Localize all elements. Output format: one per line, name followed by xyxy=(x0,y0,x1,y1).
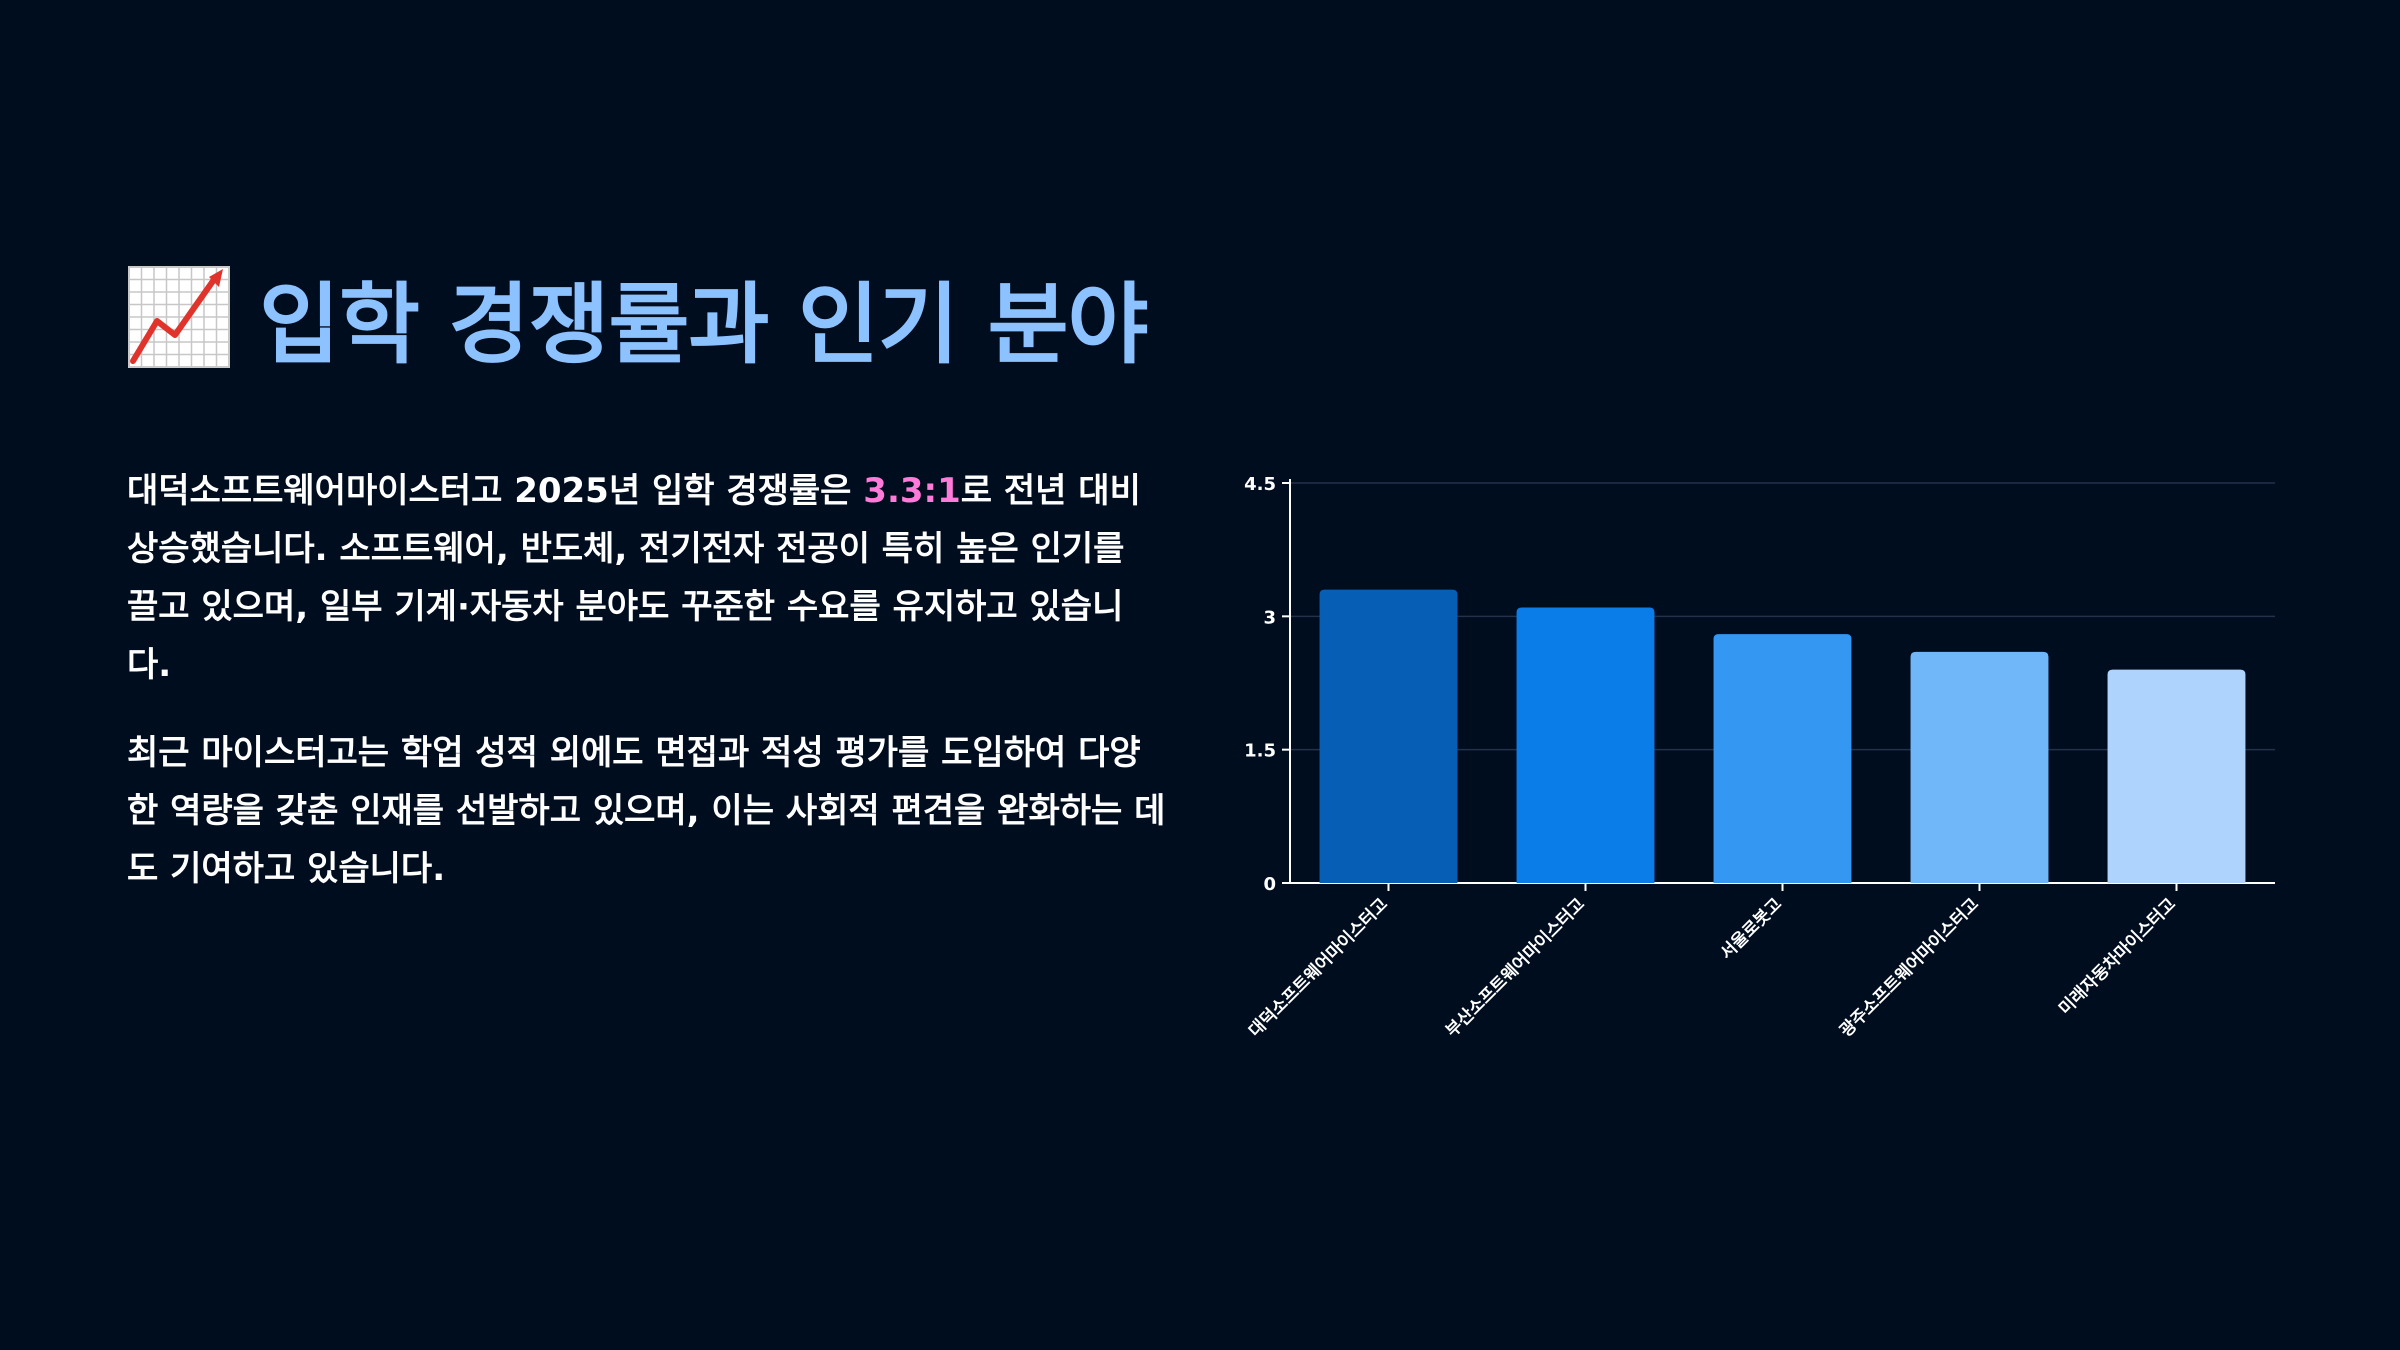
bar xyxy=(1319,589,1458,883)
bar xyxy=(1516,607,1655,883)
y-tick-label: 0 xyxy=(1263,874,1276,895)
competition-ratio-highlight: 3.3:1 xyxy=(863,471,961,511)
x-tick-label: 부산소프트웨어마이스터고 xyxy=(1442,894,1589,1041)
x-tick-label: 미래자동차마이스터고 xyxy=(2055,894,2180,1019)
bar-chart: 0 1.5 3 4.5 대덕소프트웨어마이스터고 부산소프트웨어마이스터고 서울로봇고 광주소… xyxy=(1244,474,2275,1041)
paragraph-1-after: 로 전년 대비 상승했습니다. 소프트웨어, 반도체, 전기전자 전공이 특히 … xyxy=(127,471,1141,685)
y-tick-label: 4.5 xyxy=(1244,474,1276,495)
x-tick-label: 서울로봇고 xyxy=(1717,894,1787,964)
x-tick-label: 광주소프트웨어마이스터고 xyxy=(1836,894,1983,1041)
y-tick-label: 1.5 xyxy=(1244,741,1276,762)
bar xyxy=(1910,651,2049,883)
body-text: 대덕소프트웨어마이스터고 2025년 입학 경쟁률은 3.3:1로 전년 대비 … xyxy=(127,462,1167,928)
paragraph-1: 대덕소프트웨어마이스터고 2025년 입학 경쟁률은 3.3:1로 전년 대비 … xyxy=(127,462,1167,694)
page-title: 입학 경쟁률과 인기 분야 xyxy=(259,272,1149,376)
x-tick-label: 대덕소프트웨어마이스터고 xyxy=(1245,894,1392,1041)
paragraph-2: 최근 마이스터고는 학업 성적 외에도 면접과 적성 평가를 도입하여 다양한 … xyxy=(127,733,1166,889)
y-tick-label: 3 xyxy=(1263,607,1276,628)
bar xyxy=(1713,634,1852,883)
paragraph-1-before: 대덕소프트웨어마이스터고 2025년 입학 경쟁률은 xyxy=(127,471,864,511)
chart-increasing-icon xyxy=(128,266,230,368)
title-row: 입학 경쟁률과 인기 분야 xyxy=(127,262,1149,376)
bar xyxy=(2107,669,2246,883)
